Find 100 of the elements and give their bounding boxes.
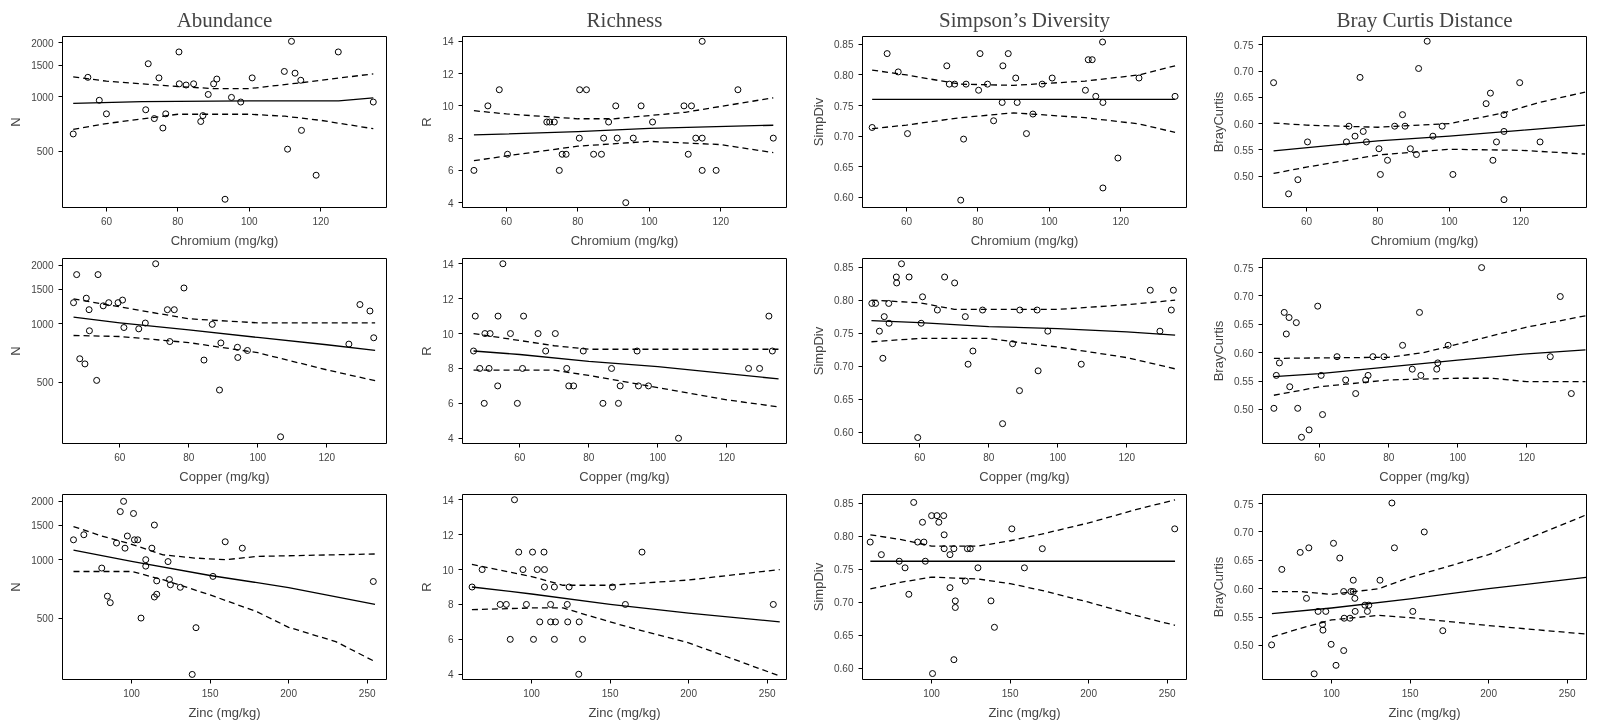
x-tick-label: 150 [1401,687,1419,699]
y-tick-label: 8 [447,133,454,145]
y-tick-label: 0.80 [834,69,854,81]
x-tick-label: 250 [1158,687,1176,699]
y-tick-label: 0.65 [834,394,854,406]
y-tick-label: 10 [442,328,454,340]
x-tick-label: 250 [758,687,776,699]
y-tick-label: 0.70 [834,597,854,609]
y-tick-label: 0.60 [834,663,854,675]
chart-title: Simpson’s Diversity [939,7,1111,32]
y-tick-label: 0.75 [834,100,854,112]
y-tick-label: 0.65 [834,161,854,173]
chart-title: Bray Curtis Distance [1336,7,1513,32]
y-tick-label: 0.50 [1234,171,1254,183]
y-tick-label: 0.70 [1234,526,1254,538]
x-tick-label: 120 [1518,451,1536,463]
y-tick-label: 0.60 [834,427,854,439]
y-tick-label: 1500 [31,60,54,72]
y-tick-label: 500 [36,613,54,625]
y-axis-title: SimpDiv [811,326,827,376]
y-tick-label: 0.55 [1234,144,1254,156]
x-tick-label: 200 [1080,687,1098,699]
x-tick-label: 60 [100,215,113,227]
x-tick-label: 150 [601,687,619,699]
y-tick-label: 14 [442,258,454,270]
x-axis-title: Zinc (mg/kg) [188,704,261,720]
y-tick-label: 4 [447,197,454,209]
x-tick-label: 100 [923,687,941,699]
x-tick-label: 80 [183,451,195,463]
x-tick-label: 80 [572,215,584,227]
x-tick-label: 100 [1049,451,1067,463]
x-tick-label: 120 [718,451,736,463]
y-tick-label: 1000 [31,91,54,103]
x-axis-title: Zinc (mg/kg) [988,704,1061,720]
y-tick-label: 0.75 [1234,39,1254,51]
y-tick-label: 0.85 [834,39,854,51]
x-tick-label: 100 [123,687,141,699]
y-tick-label: 0.65 [834,630,854,642]
y-tick-label: 6 [447,165,454,177]
y-tick-label: 0.70 [1234,290,1254,302]
y-tick-label: 1000 [31,554,54,566]
x-tick-label: 100 [1440,215,1459,227]
x-tick-label: 120 [1112,215,1130,227]
y-tick-label: 0.50 [1234,640,1254,652]
x-axis-title: Zinc (mg/kg) [1388,704,1461,720]
x-tick-label: 250 [358,687,376,699]
y-axis-title: SimpDiv [811,97,827,147]
y-tick-label: 0.85 [834,498,854,510]
y-tick-label: 2000 [31,37,54,49]
y-axis-title: R [419,117,435,127]
y-tick-label: 6 [447,398,454,410]
y-tick-label: 0.85 [834,262,854,274]
y-axis-title: R [419,346,435,356]
y-tick-label: 8 [447,363,454,375]
x-tick-label: 60 [900,215,913,227]
x-tick-label: 100 [1323,687,1341,699]
x-tick-label: 120 [318,451,336,463]
y-tick-label: 0.70 [1234,66,1254,78]
x-tick-label: 120 [1118,451,1136,463]
x-tick-label: 100 [649,451,667,463]
y-axis-title: BrayCurtis [1211,320,1227,382]
y-tick-label: 0.60 [1234,347,1254,359]
y-tick-label: 0.75 [834,328,854,340]
x-tick-label: 100 [249,451,267,463]
y-tick-label: 500 [36,146,54,158]
x-tick-label: 80 [983,451,995,463]
x-tick-label: 80 [1383,451,1395,463]
y-tick-label: 14 [442,36,454,48]
x-axis-title: Copper (mg/kg) [179,468,270,484]
y-tick-label: 0.55 [1234,376,1254,388]
y-tick-label: 2000 [31,260,54,272]
x-axis-title: Chromium (mg/kg) [1370,232,1479,248]
x-tick-label: 120 [312,215,330,227]
x-tick-label: 60 [1300,215,1313,227]
x-axis-title: Chromium (mg/kg) [170,232,279,248]
x-tick-label: 100 [523,687,541,699]
x-tick-label: 60 [514,451,526,463]
x-tick-label: 60 [500,215,513,227]
y-tick-label: 6 [447,634,454,646]
x-tick-label: 100 [640,215,659,227]
chart-title: Richness [586,7,663,32]
x-tick-label: 100 [1040,215,1059,227]
x-tick-label: 200 [680,687,698,699]
y-tick-label: 0.65 [1234,555,1254,567]
y-tick-label: 8 [447,599,454,611]
y-tick-label: 0.80 [834,531,854,543]
y-tick-label: 10 [442,564,454,576]
x-tick-label: 80 [1372,215,1384,227]
y-tick-label: 10 [442,100,454,112]
x-tick-label: 120 [1512,215,1530,227]
x-axis-title: Copper (mg/kg) [579,468,670,484]
x-tick-label: 150 [1001,687,1019,699]
x-axis-title: Chromium (mg/kg) [570,232,679,248]
y-tick-label: 0.75 [834,564,854,576]
y-tick-label: 0.55 [1234,612,1254,624]
y-tick-label: 4 [447,433,454,445]
y-axis-title: N [8,346,24,356]
x-tick-label: 200 [280,687,298,699]
x-axis-title: Zinc (mg/kg) [588,704,661,720]
y-tick-label: 12 [442,68,454,80]
